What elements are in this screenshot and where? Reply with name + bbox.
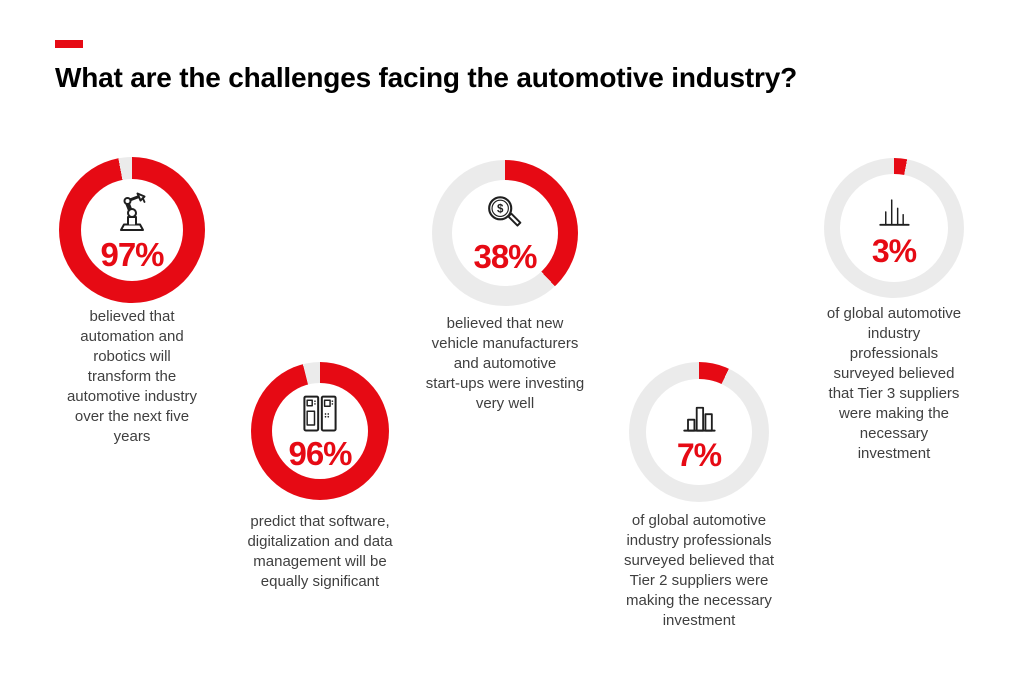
stat-caption: believed that new vehicle manufacturers …: [425, 315, 585, 412]
donut-chart-3: 3%: [824, 158, 964, 298]
percent-value: 3%: [871, 232, 917, 269]
dollar-magnifier-icon: $: [488, 196, 522, 227]
donut-hole: 96%: [272, 383, 368, 479]
percent-value: 96%: [288, 435, 352, 472]
percent-value: 97%: [100, 236, 164, 273]
stat-card-investment: $ 38% believed that new vehicle manufact…: [385, 160, 625, 414]
stat-caption: believed that automation and robotics wi…: [66, 308, 198, 445]
donut-hole: 97%: [81, 179, 183, 281]
percent-value: 7%: [676, 436, 722, 473]
donut-chart-96: 96%: [251, 362, 389, 500]
svg-text:$: $: [497, 204, 504, 216]
percent-value: 38%: [473, 238, 537, 275]
page-title: What are the challenges facing the autom…: [55, 62, 798, 93]
stat-card-automation: 97% believed that automation and robotic…: [12, 157, 252, 447]
donut-chart-38: $ 38%: [432, 160, 578, 306]
donut-hole: $ 38%: [452, 180, 558, 286]
drive-cabinets-icon: [303, 395, 337, 432]
donut-chart-97: 97%: [59, 157, 205, 303]
stat-card-software: 96% predict that software, digitalizatio…: [200, 362, 440, 592]
accent-dash: [55, 40, 83, 48]
bar-chart-icon: [683, 406, 716, 432]
robot-arm-icon: [120, 192, 146, 231]
stat-caption: of global automotive industry profession…: [623, 512, 775, 629]
donut-hole: 3%: [840, 174, 948, 282]
donut-hole: 7%: [646, 379, 752, 485]
stat-card-tier3: 3% of global automotive industry profess…: [774, 158, 1014, 464]
donut-chart-7: 7%: [629, 362, 769, 502]
stat-card-tier2: 7% of global automotive industry profess…: [579, 362, 819, 631]
line-histogram-icon: [879, 198, 910, 226]
stat-caption: predict that software, digitalization an…: [247, 513, 393, 590]
stat-caption: of global automotive industry profession…: [826, 305, 962, 462]
